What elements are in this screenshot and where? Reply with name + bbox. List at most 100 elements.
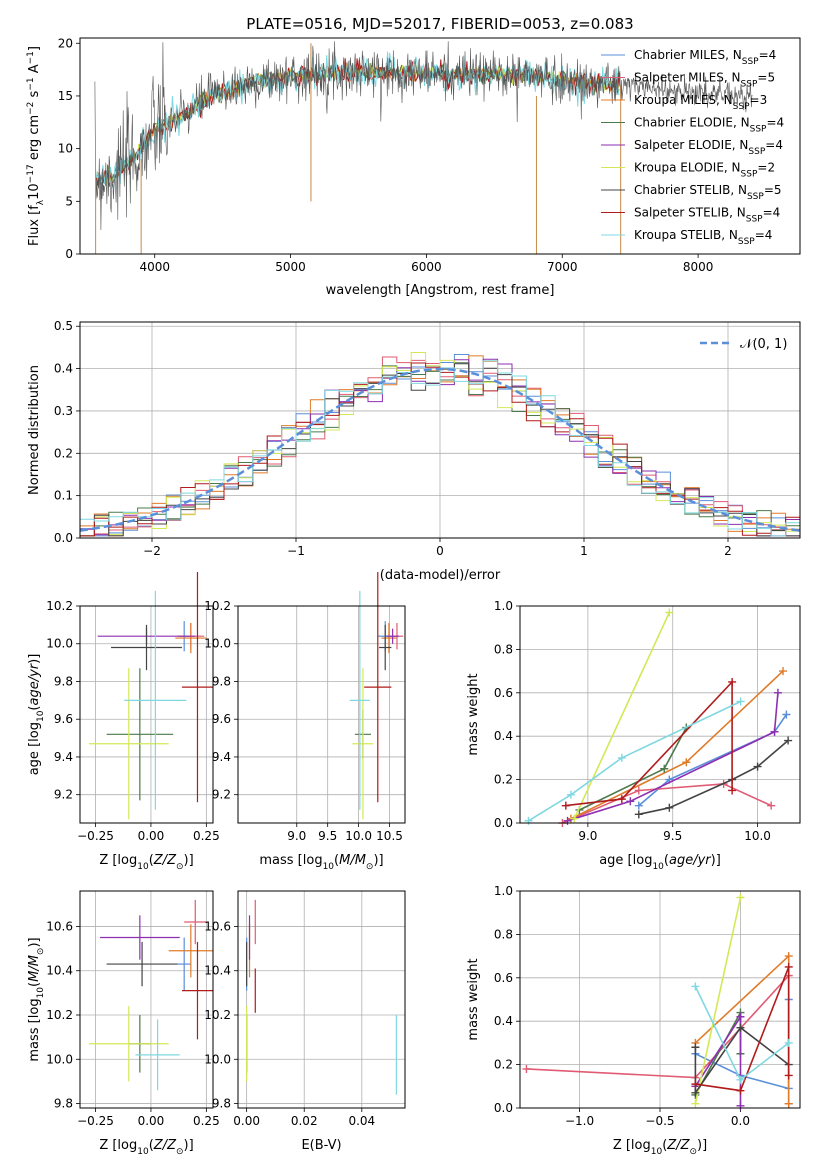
figure-title: PLATE=0516, MJD=52017, FIBERID=0053, z=0… — [246, 15, 633, 33]
y-tick-label: 10.4 — [204, 964, 231, 978]
weight-point — [660, 764, 669, 773]
legend-label: Chabrier MILES, NSSP=4 — [634, 48, 776, 67]
y-tick-label: 0.4 — [54, 362, 73, 376]
weight-series — [573, 612, 671, 820]
y-tick-label: 0.2 — [54, 446, 73, 460]
x-tick-label: 8000 — [683, 260, 714, 274]
weight-point — [767, 801, 776, 810]
legend-label: 𝒩(0, 1) — [740, 337, 787, 352]
y-tick-label: 0.0 — [494, 1101, 513, 1115]
weight-point — [784, 1099, 793, 1108]
x-tick-label: 0.00 — [138, 829, 165, 843]
x-axis-label: age [log10(age/yr)] — [599, 853, 721, 872]
y-tick-label: 1.0 — [494, 884, 513, 898]
y-tick-label: 10.6 — [204, 919, 231, 933]
x-tick-label: 9.5 — [318, 829, 337, 843]
weight-point — [691, 1043, 700, 1052]
axes-frame — [237, 605, 406, 824]
weight-point — [736, 1086, 745, 1095]
x-axis-label: E(B-V) — [301, 1138, 341, 1153]
y-tick-label: 9.6 — [54, 712, 73, 726]
x-tick-label: 0.00 — [138, 1114, 165, 1128]
y-tick-label: 0.6 — [494, 686, 513, 700]
y-tick-label: 9.4 — [212, 750, 231, 764]
legend-label: Salpeter MILES, NSSP=5 — [634, 71, 775, 90]
y-tick-label: 9.4 — [54, 750, 73, 764]
x-tick-label: 0 — [436, 544, 444, 558]
x-tick-label: 10.0 — [744, 829, 771, 843]
panel-weight_vs_Z: −1.0 −0.5 0.0 0.0 0.2 0.4 0.6 0.8 1.0 Z [log10(Z/… — [466, 884, 801, 1157]
y-tick-label: 10.4 — [46, 964, 73, 978]
x-axis-label: wavelength [Angstrom, rest frame] — [326, 283, 555, 298]
y-tick-label: 0.4 — [494, 729, 513, 743]
x-axis-label: Z [log10(Z/Z⊙)] — [99, 1138, 193, 1157]
legend-label: Kroupa STELIB, NSSP=4 — [634, 228, 772, 247]
y-tick-label: 10.2 — [46, 599, 73, 613]
x-tick-label: 9.5 — [663, 829, 682, 843]
normal-curve — [79, 367, 801, 532]
x-axis-label: (data-model)/error — [380, 568, 501, 583]
y-tick-label: 0.8 — [494, 642, 513, 656]
x-tick-label: 0.0 — [731, 1114, 750, 1128]
weight-point — [691, 1099, 700, 1108]
weight-point — [561, 801, 570, 810]
y-tick-label: 0.6 — [494, 971, 513, 985]
y-axis-label: mass weight — [466, 673, 481, 755]
panel-residuals: −2 −1 0 1 2 0.0 0.1 0.2 0.3 0.4 0.5 𝒩(0, 1) (data-mo… — [27, 319, 801, 583]
legend-label: Salpeter ELODIE, NSSP=4 — [634, 138, 783, 157]
legend-label: Chabrier STELIB, NSSP=5 — [634, 183, 782, 202]
y-axis-label: Normed distribution — [27, 365, 42, 495]
x-tick-label: 6000 — [411, 260, 442, 274]
panel-mass_vs_ebv: 0.00 0.02 0.04 9.8 10.0 10.2 10.4 10.6 E(B-V) — [204, 890, 406, 1153]
data-curve — [94, 41, 753, 231]
weight-series — [565, 679, 733, 807]
y-tick-label: 9.2 — [54, 788, 73, 802]
y-tick-label: 10.6 — [46, 919, 73, 933]
y-tick-label: 10.0 — [204, 637, 231, 651]
y-tick-label: 1.0 — [494, 599, 513, 613]
x-tick-label: −2 — [143, 544, 161, 558]
x-tick-label: −0.25 — [77, 1114, 114, 1128]
weight-point — [736, 1075, 745, 1084]
weight-point — [782, 710, 791, 719]
weight-series — [694, 954, 790, 1104]
weight-series — [567, 692, 779, 822]
y-tick-label: 10.2 — [204, 599, 231, 613]
y-tick-label: 0.2 — [494, 1058, 513, 1072]
weight-point — [784, 736, 793, 745]
x-axis-label: mass [log10(M/M⊙)] — [259, 853, 383, 872]
weight-point — [665, 608, 674, 617]
y-tick-label: 0.5 — [54, 319, 73, 333]
weight-series — [526, 973, 790, 1104]
axes-frame — [79, 890, 214, 1109]
weight-point — [682, 758, 691, 767]
x-tick-label: 7000 — [547, 260, 578, 274]
x-axis-label: Z [log10(Z/Z⊙)] — [99, 853, 193, 872]
weight-point — [728, 786, 737, 795]
weight-point — [736, 697, 745, 706]
y-axis-label: mass weight — [466, 958, 481, 1040]
weight-point — [634, 810, 643, 819]
y-tick-label: 10.0 — [46, 1052, 73, 1066]
legend-label: Kroupa MILES, NSSP=3 — [634, 93, 767, 112]
weight-point — [770, 727, 779, 736]
weight-point — [665, 803, 674, 812]
x-tick-label: 0.04 — [348, 1114, 375, 1128]
x-tick-label: 0.25 — [193, 1114, 220, 1128]
y-tick-label: 9.8 — [54, 674, 73, 688]
x-tick-label: 10.0 — [345, 829, 372, 843]
weight-point — [634, 786, 643, 795]
x-tick-label: 2 — [724, 544, 732, 558]
panel-age_vs_Z: −0.25 0.00 0.25 9.2 9.4 9.6 9.8 10.0 10.2 Z [log1… — [27, 572, 220, 872]
panel-age_vs_mass: 9.0 9.5 10.0 10.5 9.2 9.4 9.6 9.8 10.0 10.2 mass [… — [204, 572, 406, 872]
weight-point — [784, 1071, 793, 1080]
weight-point — [753, 762, 762, 771]
y-tick-label: 9.8 — [212, 674, 231, 688]
x-tick-label: 4000 — [139, 260, 170, 274]
weight-point — [691, 1088, 700, 1097]
y-axis-label: age [log10(age/yr)] — [27, 654, 46, 776]
x-tick-label: 0.25 — [193, 829, 220, 843]
x-tick-label: −0.5 — [645, 1114, 674, 1128]
x-tick-label: −1.0 — [565, 1114, 594, 1128]
